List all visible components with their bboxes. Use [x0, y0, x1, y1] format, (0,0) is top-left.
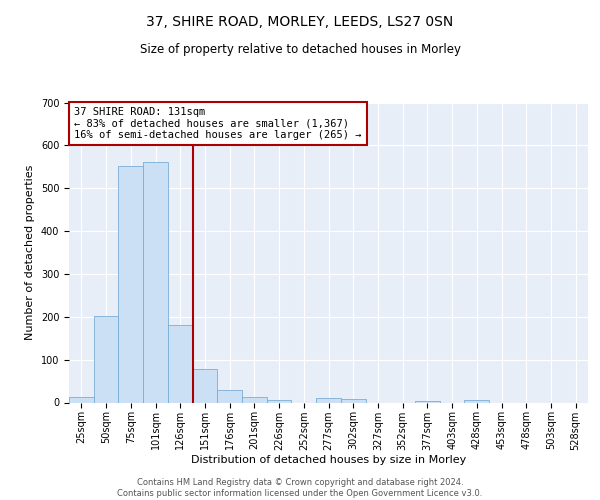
X-axis label: Distribution of detached houses by size in Morley: Distribution of detached houses by size …: [191, 455, 466, 465]
Bar: [94, 316, 118, 402]
Bar: [193, 369, 217, 402]
Bar: [69, 398, 94, 402]
Text: Size of property relative to detached houses in Morley: Size of property relative to detached ho…: [139, 42, 461, 56]
Bar: [267, 400, 292, 402]
Bar: [242, 398, 267, 402]
Bar: [341, 399, 365, 402]
Bar: [217, 390, 242, 402]
Bar: [316, 398, 341, 402]
Text: Contains HM Land Registry data © Crown copyright and database right 2024.
Contai: Contains HM Land Registry data © Crown c…: [118, 478, 482, 498]
Bar: [143, 162, 168, 402]
Bar: [168, 326, 193, 402]
Bar: [415, 401, 440, 402]
Y-axis label: Number of detached properties: Number of detached properties: [25, 165, 35, 340]
Bar: [464, 400, 489, 402]
Text: 37, SHIRE ROAD, MORLEY, LEEDS, LS27 0SN: 37, SHIRE ROAD, MORLEY, LEEDS, LS27 0SN: [146, 15, 454, 29]
Text: 37 SHIRE ROAD: 131sqm
← 83% of detached houses are smaller (1,367)
16% of semi-d: 37 SHIRE ROAD: 131sqm ← 83% of detached …: [74, 107, 362, 140]
Bar: [118, 166, 143, 402]
